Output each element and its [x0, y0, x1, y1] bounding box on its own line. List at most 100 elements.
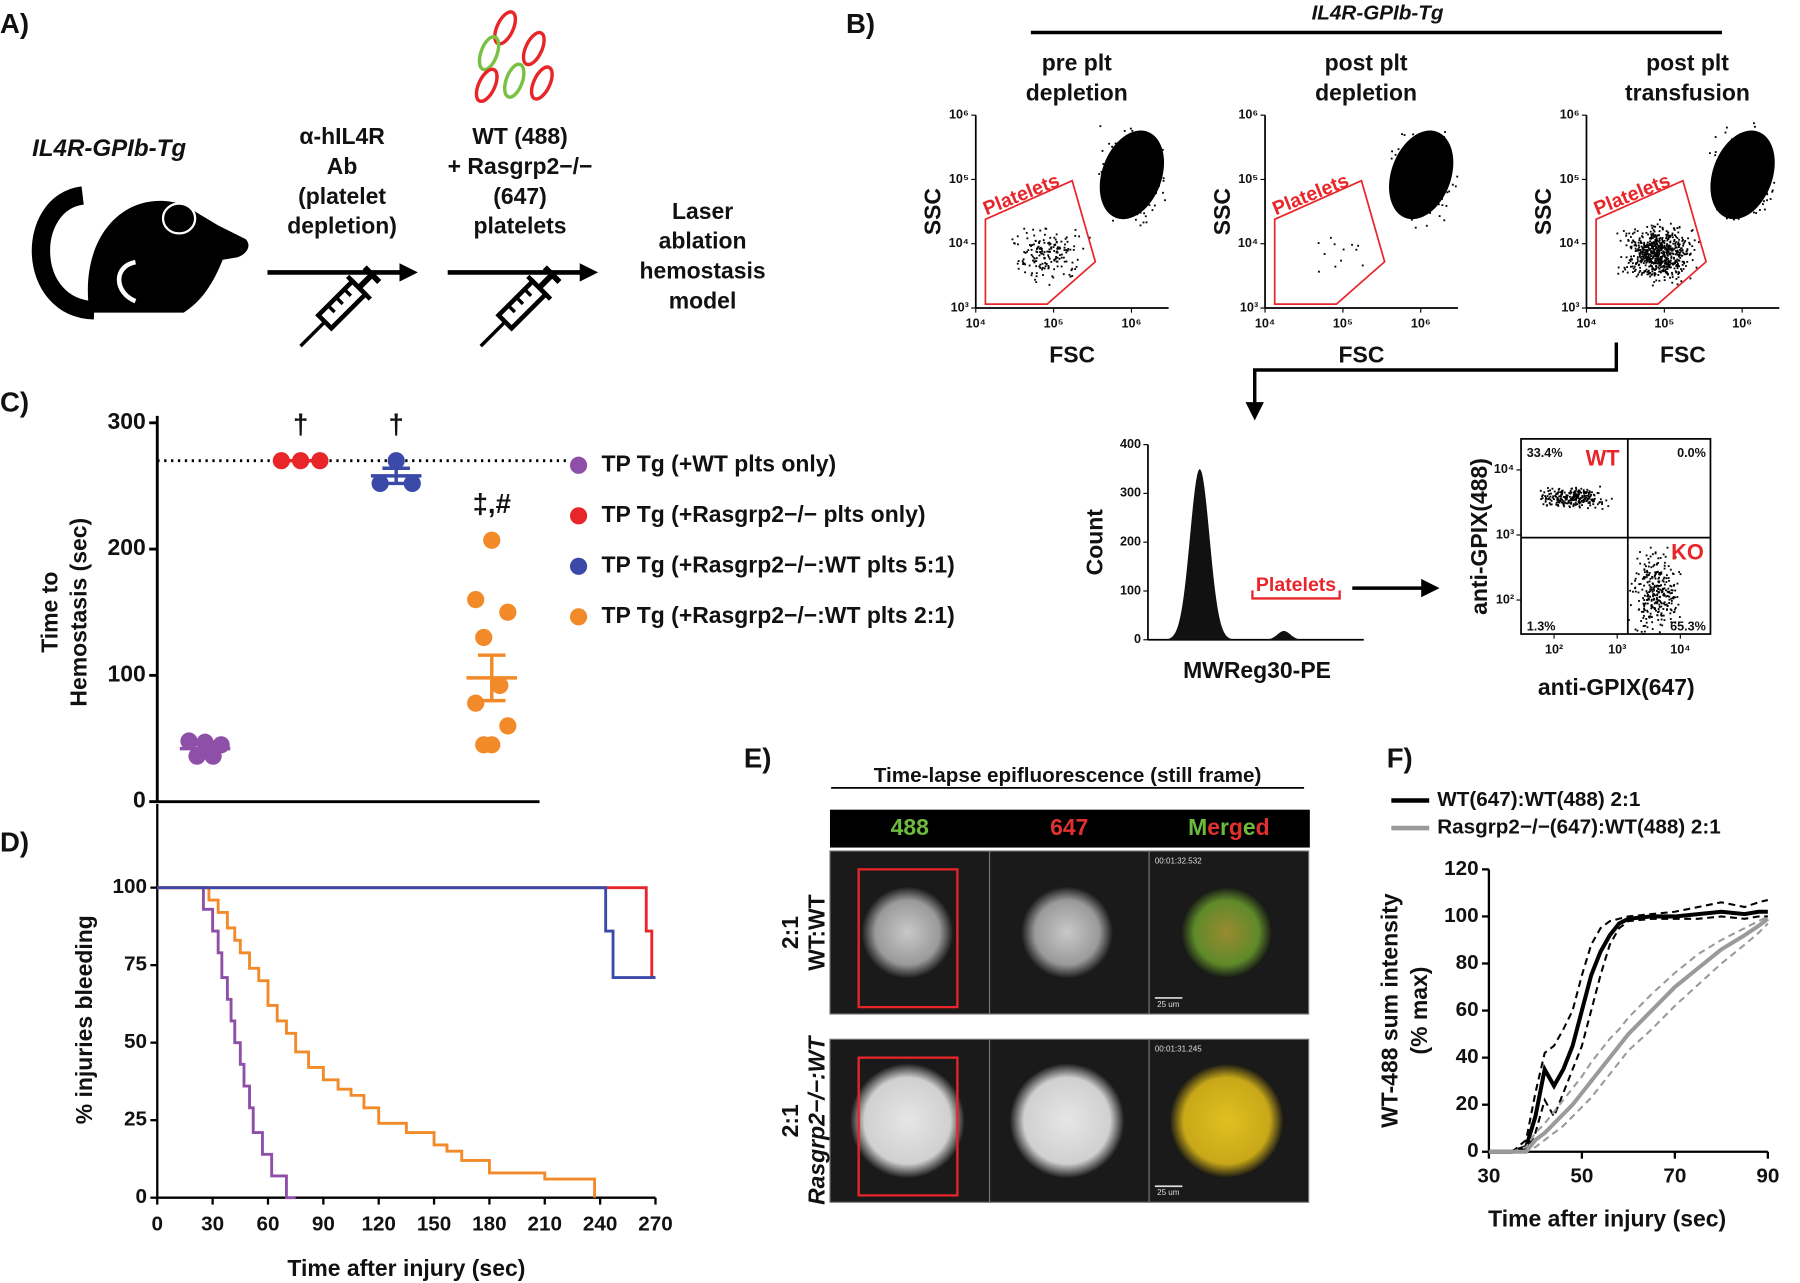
event: [1634, 586, 1637, 589]
event: [1129, 145, 1132, 148]
event: [1643, 571, 1646, 574]
event: [1587, 497, 1590, 500]
data-point: [499, 603, 517, 621]
event: [1134, 154, 1137, 157]
event: [1047, 265, 1050, 267]
channel-label: 488: [891, 814, 930, 840]
event: [1030, 244, 1032, 247]
event: [1147, 179, 1150, 181]
event: [1409, 185, 1412, 188]
event: [1647, 272, 1650, 275]
event: [1666, 272, 1669, 275]
event: [1629, 245, 1632, 248]
event: [1042, 239, 1045, 242]
event: [1651, 628, 1654, 630]
event: [1771, 161, 1774, 164]
event: [1654, 243, 1657, 245]
event: [1123, 192, 1126, 195]
event: [1733, 145, 1736, 147]
event: [1425, 191, 1427, 193]
event: [1724, 193, 1727, 196]
event: [1415, 175, 1418, 178]
event: [1686, 260, 1689, 263]
panel-label: A): [0, 8, 29, 39]
event: [1565, 498, 1568, 500]
event: [1663, 619, 1666, 622]
event: [1734, 184, 1737, 187]
event: [1622, 230, 1625, 232]
event: [1663, 254, 1666, 257]
event: [1038, 265, 1041, 268]
event: [1649, 260, 1652, 263]
event: [1657, 562, 1660, 564]
event: [1411, 192, 1414, 195]
event: [1625, 232, 1628, 235]
event: [1126, 135, 1129, 137]
event: [1648, 572, 1651, 574]
bound-line: [1488, 898, 1769, 1153]
event: [1432, 189, 1435, 191]
event: [1648, 598, 1650, 601]
event: [1142, 181, 1145, 184]
event: [1134, 218, 1137, 221]
event: [1655, 241, 1658, 244]
event: [1438, 153, 1441, 156]
event: [1755, 175, 1758, 178]
event: [1656, 239, 1659, 242]
event: [1631, 232, 1634, 235]
event: [1131, 147, 1134, 150]
event: [1056, 265, 1059, 268]
event: [1566, 494, 1569, 497]
event: [1668, 598, 1671, 601]
event: [1742, 163, 1745, 166]
event: [1036, 251, 1039, 254]
event: [1748, 146, 1751, 149]
event: [1418, 171, 1421, 174]
event: [1676, 267, 1679, 270]
event: [1669, 568, 1672, 571]
event: [1653, 245, 1656, 247]
event: [1646, 271, 1649, 273]
event: [1428, 144, 1431, 147]
event: [1558, 495, 1561, 498]
event: [1676, 596, 1679, 598]
event: [1629, 265, 1632, 268]
event: [1041, 262, 1044, 265]
event: [1428, 183, 1431, 186]
event: [1646, 260, 1649, 263]
event: [1657, 255, 1659, 258]
event: [1674, 621, 1677, 624]
event: [1741, 163, 1744, 166]
event: [1334, 265, 1337, 268]
event: [1127, 199, 1130, 201]
event: [1060, 256, 1063, 259]
event: [1434, 146, 1437, 149]
event: [1655, 609, 1657, 612]
event: [1739, 151, 1742, 154]
event: [1660, 584, 1663, 587]
event: [1151, 209, 1154, 212]
event: [1661, 237, 1664, 239]
event: [1752, 159, 1754, 162]
event: [1586, 497, 1589, 500]
event: [1664, 603, 1667, 606]
event: [1677, 603, 1680, 606]
x-tick-label: 70: [1663, 1164, 1686, 1187]
event: [1740, 141, 1743, 144]
event: [1632, 262, 1634, 265]
event: [1053, 268, 1056, 271]
event: [1429, 197, 1431, 199]
event: [1662, 614, 1665, 617]
event: [1644, 602, 1647, 605]
event: [1670, 597, 1673, 600]
event: [1399, 184, 1402, 187]
event: [1765, 147, 1768, 149]
event: [1747, 163, 1749, 166]
event: [1407, 205, 1409, 207]
event: [1408, 157, 1410, 160]
event: [1723, 214, 1726, 216]
event: [1135, 189, 1138, 192]
event: [1634, 250, 1637, 252]
event: [1418, 170, 1421, 172]
event: [1657, 587, 1660, 590]
